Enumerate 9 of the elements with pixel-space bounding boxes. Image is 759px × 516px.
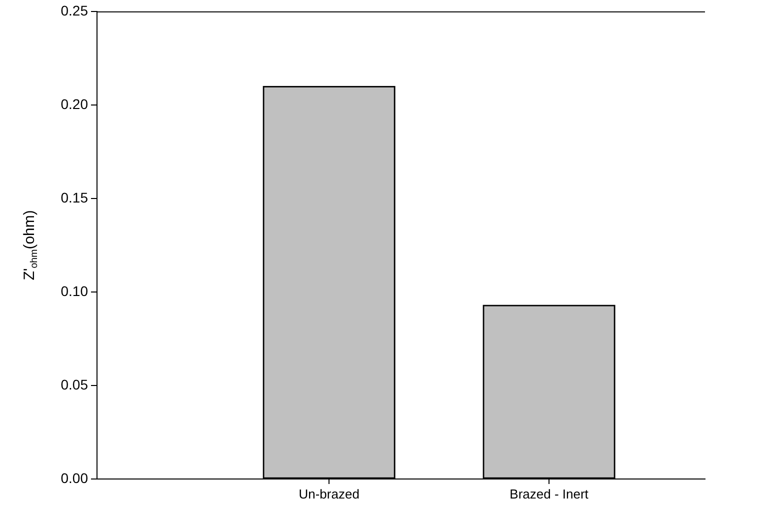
y-tick-label: 0.15 [60, 189, 88, 206]
y-tick-label: 0.00 [60, 470, 88, 486]
y-tick-label: 0.10 [60, 282, 88, 299]
y-tick-label: 0.05 [60, 376, 88, 392]
y-axis-title: Z'ohm(ohm) [21, 210, 40, 280]
y-tick-label: 0.25 [60, 2, 88, 18]
x-tick-label: Brazed - Inert [510, 486, 589, 502]
x-tick-label: Un-brazed [298, 486, 360, 502]
y-tick-label: 0.20 [60, 96, 88, 112]
